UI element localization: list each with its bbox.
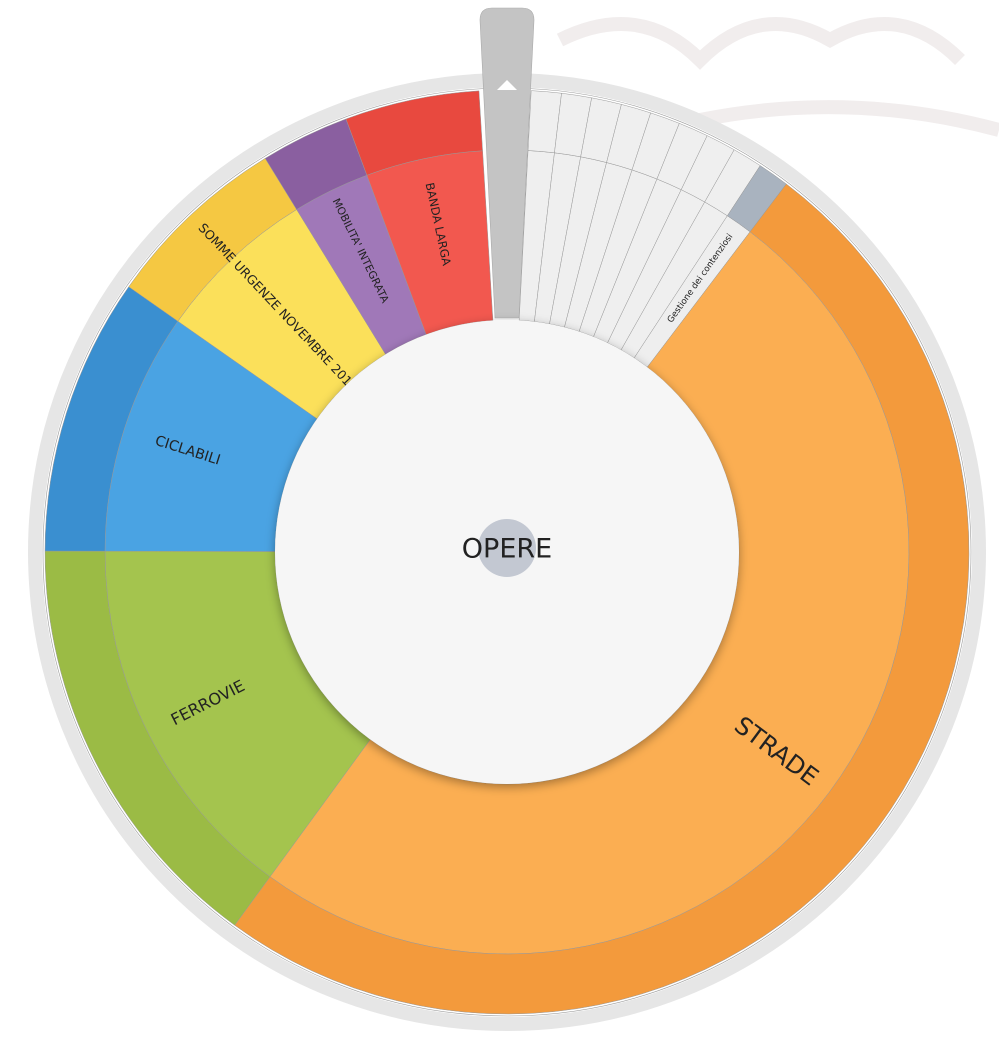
segment-ring — [234, 183, 970, 1015]
handle-arrow[interactable] — [497, 80, 517, 90]
center-dot — [478, 519, 536, 577]
segment-ring — [345, 90, 483, 176]
scroll-handle[interactable] — [479, 7, 535, 319]
watermark — [556, 17, 999, 137]
center-label: OPERE — [462, 534, 552, 565]
